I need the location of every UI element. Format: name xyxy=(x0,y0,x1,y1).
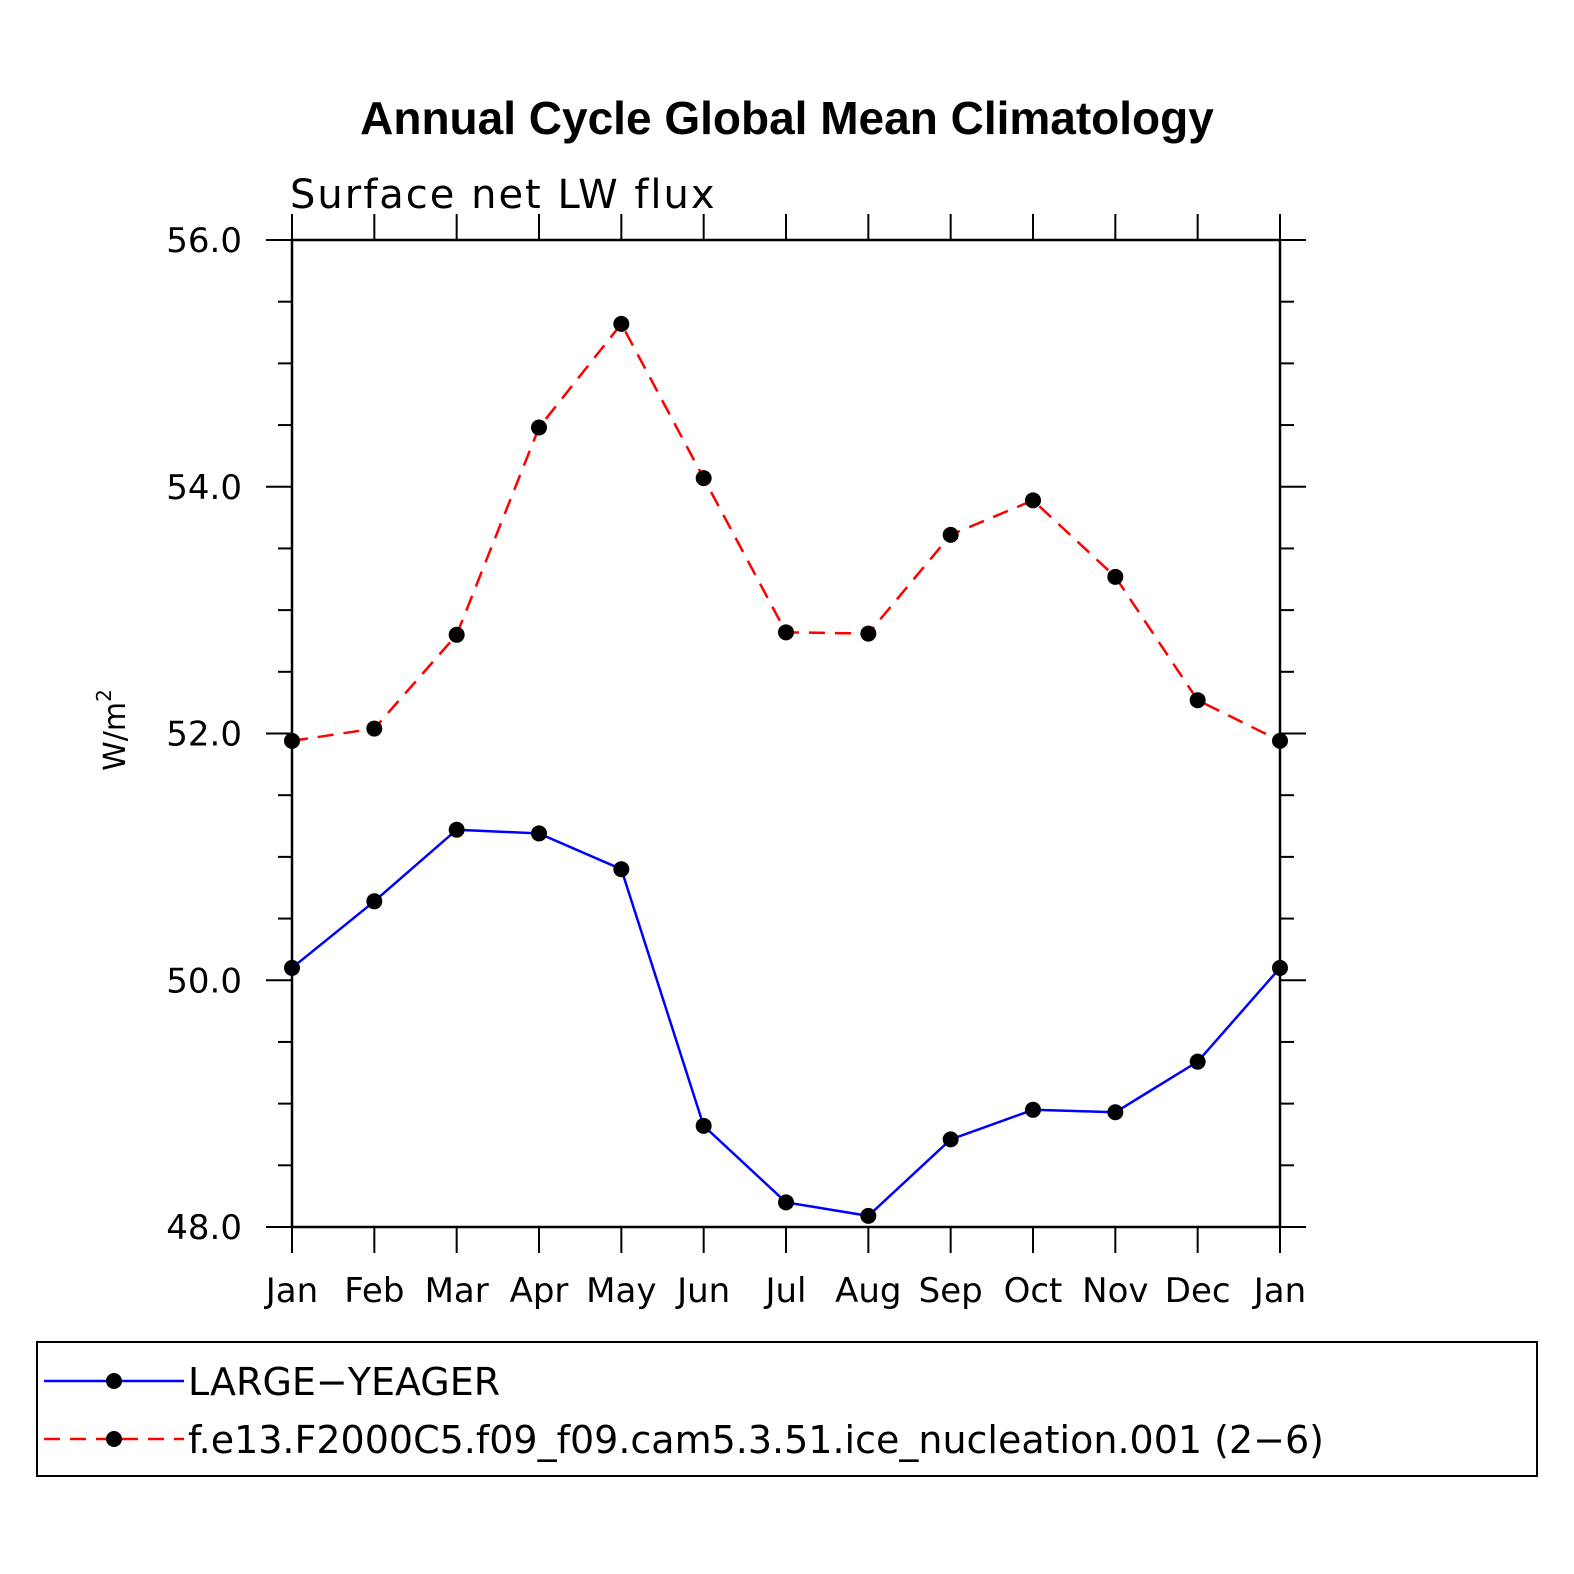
series-line xyxy=(291,828,1281,1218)
data-point xyxy=(778,624,794,641)
x-tick-label: Dec xyxy=(1165,1271,1231,1311)
x-tick-label: Jan xyxy=(1252,1271,1306,1311)
data-point xyxy=(366,720,383,737)
series-2 xyxy=(284,315,1288,749)
data-point xyxy=(1025,492,1041,509)
data-point xyxy=(1272,732,1288,749)
x-tick-label: Jul xyxy=(763,1271,806,1311)
x-tick-label: Mar xyxy=(425,1271,489,1311)
legend-entry-1: LARGE−YEAGER xyxy=(44,1360,500,1404)
x-tick-label: Nov xyxy=(1082,1271,1148,1311)
data-point xyxy=(942,1131,959,1148)
series-1 xyxy=(284,821,1288,1224)
data-point xyxy=(613,861,630,878)
y-axis-label: W/m2 xyxy=(92,689,133,771)
x-tick-label: Apr xyxy=(510,1271,569,1311)
data-point xyxy=(695,470,712,487)
data-point xyxy=(1189,1053,1206,1070)
y-tick-label: 56.0 xyxy=(166,221,242,261)
data-point xyxy=(860,625,877,642)
legend: LARGE−YEAGER f.e13.F2000C5.f09_f09.cam5.3… xyxy=(36,1341,1538,1477)
chart-title: Annual Cycle Global Mean Climatology xyxy=(360,92,1214,144)
y-tick-label: 50.0 xyxy=(166,961,242,1001)
x-tick-label: Jun xyxy=(675,1271,730,1311)
series-group xyxy=(284,315,1288,1224)
x-tick-label: Jan xyxy=(264,1271,318,1311)
legend-items: LARGE−YEAGER f.e13.F2000C5.f09_f09.cam5.3… xyxy=(44,1360,1324,1462)
x-tick-label: Oct xyxy=(1004,1271,1063,1311)
legend-label: LARGE−YEAGER xyxy=(188,1360,500,1404)
data-point xyxy=(778,1194,794,1211)
x-tick-label: May xyxy=(586,1271,656,1311)
svg-text:W/m2: W/m2 xyxy=(92,689,133,771)
data-point xyxy=(695,1117,712,1134)
x-tick-label: Feb xyxy=(344,1271,404,1311)
y-axis-label-text: W/m xyxy=(98,702,133,771)
data-point xyxy=(1189,692,1206,709)
data-point xyxy=(531,419,547,436)
legend-box xyxy=(36,1341,1538,1477)
y-axis-label-superscript: 2 xyxy=(92,689,116,702)
data-point xyxy=(284,959,300,976)
x-tick-label: Aug xyxy=(835,1271,901,1311)
data-point xyxy=(942,526,959,543)
legend-marker xyxy=(106,1373,122,1389)
y-tick-label: 48.0 xyxy=(166,1208,242,1248)
data-point xyxy=(448,821,465,838)
x-tick-label: Sep xyxy=(919,1271,983,1311)
data-point xyxy=(448,626,465,643)
axes: 48.0 50.0 52.0 54.0 56.0 Jan Feb Mar Apr May Jun Ju… xyxy=(166,214,1306,1311)
data-point xyxy=(284,732,300,749)
series-line xyxy=(291,321,1281,743)
legend-entry-2: f.e13.F2000C5.f09_f09.cam5.3.51.ice_nucl… xyxy=(44,1418,1324,1462)
y-tick-label: 54.0 xyxy=(166,468,242,508)
data-point xyxy=(1272,959,1288,976)
legend-label: f.e13.F2000C5.f09_f09.cam5.3.51.ice_nucl… xyxy=(188,1418,1324,1462)
legend-marker xyxy=(106,1431,122,1447)
data-point xyxy=(1025,1101,1041,1118)
data-point xyxy=(613,315,630,332)
data-point xyxy=(860,1207,877,1224)
data-point xyxy=(1107,568,1124,585)
chart-subtitle: Surface net LW flux xyxy=(290,172,717,218)
y-tick-label: 52.0 xyxy=(166,715,242,755)
data-point xyxy=(366,893,383,910)
data-point xyxy=(531,825,547,842)
data-point xyxy=(1107,1104,1124,1121)
